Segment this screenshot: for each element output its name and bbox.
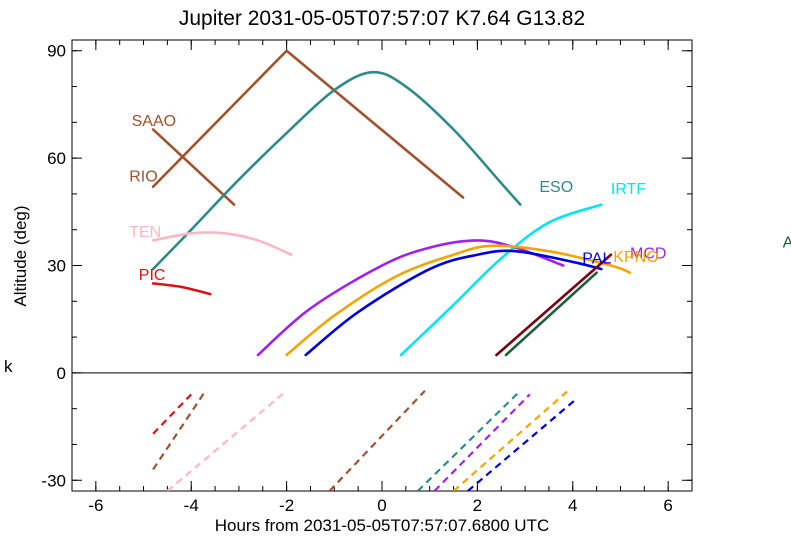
series-line-pic [151,282,212,296]
x-axis-label: Hours from 2031-05-05T07:57:07.6800 UTC [215,516,550,535]
series-line-mso [495,253,613,357]
series-label-ten: TEN [129,224,161,241]
series-layer [151,49,632,491]
series-line-rio [151,128,236,206]
series-label-mcd: MCD [630,245,666,262]
series-label-aat: AAT [783,235,791,252]
below-horizon-line-rio [328,390,426,491]
x-tick-label: -4 [184,496,199,515]
series-labels-layer: SAAORIOESOIRTFTENPICMCDKPNOPALAATMSO [129,113,791,284]
series-label-kpno: KPNO [613,249,658,266]
stray-label: k [4,357,13,376]
x-tick-label: 0 [377,496,386,515]
series-label-eso: ESO [539,179,573,196]
series-line-saao [151,49,465,199]
series-label-pic: PIC [139,267,166,284]
x-tick-label: 4 [568,496,577,515]
axes-layer: -6 -4 -2 0 2 4 6 -30 0 30 60 90 [41,39,693,515]
x-tick-label: -6 [88,496,103,515]
series-line-pal [304,249,603,357]
chart-title: Jupiter 2031-05-05T07:57:07 K7.64 G13.82 [179,7,585,30]
y-tick-label: 60 [47,149,66,168]
below-horizon-line-pal [467,397,579,491]
below-horizon-line-kpno [452,389,569,491]
series-label-irtf: IRTF [611,181,646,198]
series-label-saao: SAAO [132,113,176,130]
y-tick-label: 90 [47,42,66,61]
below-horizon-line-saao [152,390,207,471]
below-horizon-line-ten [166,389,288,491]
below-horizon-line-mcd [433,393,531,491]
series-label-rio: RIO [129,168,157,185]
below-horizon-line-eso [417,389,522,491]
series-line-eso [151,70,522,271]
below-horizon-line-pic [152,393,193,435]
series-label-pal: PAL [582,251,611,268]
series-line-aat [504,271,598,357]
series-line-irtf [399,203,603,357]
y-tick-label: -30 [41,471,66,490]
x-tick-label: 6 [663,496,672,515]
y-axis-label: Altitude (deg) [11,205,30,306]
y-tick-label: 30 [47,257,66,276]
series-line-kpno [285,244,632,357]
x-tick-label: -2 [279,496,294,515]
y-tick-label: 0 [57,364,66,383]
series-line-ten [151,231,293,257]
x-tick-label: 2 [473,496,482,515]
